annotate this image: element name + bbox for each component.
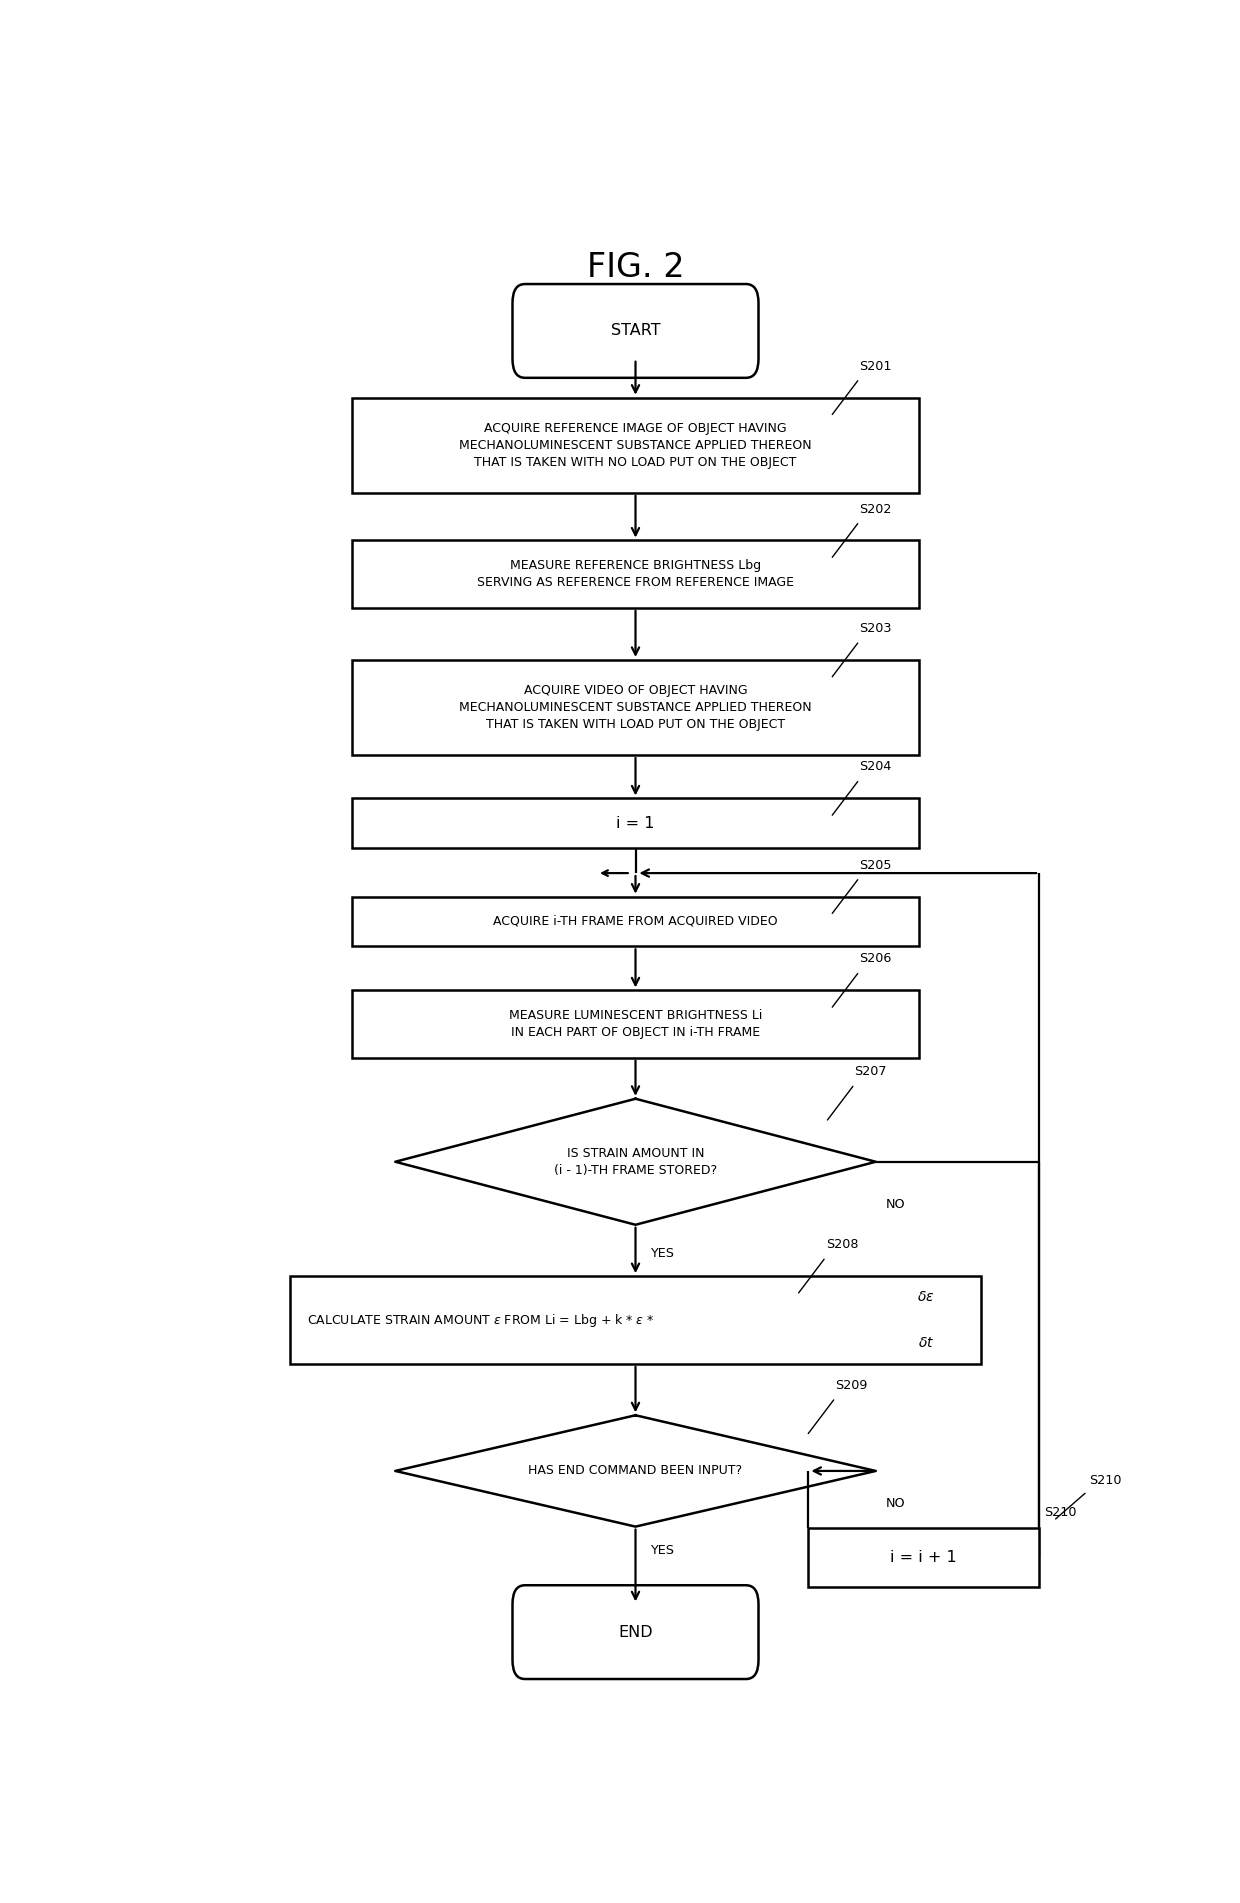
Text: IS STRAIN AMOUNT IN
(i - 1)-TH FRAME STORED?: IS STRAIN AMOUNT IN (i - 1)-TH FRAME STO… bbox=[554, 1148, 717, 1176]
FancyBboxPatch shape bbox=[512, 1585, 759, 1678]
Text: S209: S209 bbox=[836, 1380, 868, 1391]
Text: S206: S206 bbox=[859, 952, 892, 965]
Text: S205: S205 bbox=[859, 858, 892, 872]
Bar bbox=[352, 540, 919, 607]
Text: S201: S201 bbox=[859, 360, 892, 373]
Text: YES: YES bbox=[650, 1543, 673, 1557]
Text: ACQUIRE i-TH FRAME FROM ACQUIRED VIDEO: ACQUIRE i-TH FRAME FROM ACQUIRED VIDEO bbox=[494, 915, 777, 929]
Text: HAS END COMMAND BEEN INPUT?: HAS END COMMAND BEEN INPUT? bbox=[528, 1465, 743, 1477]
Text: START: START bbox=[610, 324, 661, 339]
Text: i = i + 1: i = i + 1 bbox=[890, 1549, 957, 1564]
Text: ACQUIRE VIDEO OF OBJECT HAVING
MECHANOLUMINESCENT SUBSTANCE APPLIED THEREON
THAT: ACQUIRE VIDEO OF OBJECT HAVING MECHANOLU… bbox=[459, 683, 812, 731]
Text: MEASURE LUMINESCENT BRIGHTNESS Li
IN EACH PART OF OBJECT IN i-TH FRAME: MEASURE LUMINESCENT BRIGHTNESS Li IN EAC… bbox=[508, 1009, 763, 1039]
Text: CALCULATE STRAIN AMOUNT $\varepsilon$ FROM Li = Lbg + k * $\varepsilon$ *: CALCULATE STRAIN AMOUNT $\varepsilon$ FR… bbox=[306, 1311, 655, 1328]
Text: $\delta t$: $\delta t$ bbox=[918, 1336, 934, 1351]
Text: NO: NO bbox=[885, 1498, 905, 1511]
Text: END: END bbox=[619, 1625, 652, 1640]
Text: S210: S210 bbox=[1089, 1475, 1122, 1486]
Text: S203: S203 bbox=[859, 622, 892, 636]
Text: YES: YES bbox=[650, 1246, 673, 1260]
Text: S210: S210 bbox=[1044, 1507, 1076, 1519]
Text: MEASURE REFERENCE BRIGHTNESS Lbg
SERVING AS REFERENCE FROM REFERENCE IMAGE: MEASURE REFERENCE BRIGHTNESS Lbg SERVING… bbox=[477, 559, 794, 590]
Text: ACQUIRE REFERENCE IMAGE OF OBJECT HAVING
MECHANOLUMINESCENT SUBSTANCE APPLIED TH: ACQUIRE REFERENCE IMAGE OF OBJECT HAVING… bbox=[459, 422, 812, 468]
Text: S208: S208 bbox=[826, 1239, 858, 1250]
Bar bbox=[352, 660, 919, 755]
Bar bbox=[290, 1277, 982, 1364]
Text: NO: NO bbox=[885, 1199, 905, 1212]
Text: S202: S202 bbox=[859, 502, 892, 516]
Text: S204: S204 bbox=[859, 761, 892, 773]
Text: $\delta\varepsilon$: $\delta\varepsilon$ bbox=[916, 1290, 935, 1304]
Bar bbox=[352, 799, 919, 849]
FancyBboxPatch shape bbox=[512, 284, 759, 379]
Bar bbox=[352, 398, 919, 493]
Bar bbox=[352, 990, 919, 1058]
Text: FIG. 2: FIG. 2 bbox=[587, 251, 684, 284]
Text: S207: S207 bbox=[854, 1066, 887, 1079]
Text: i = 1: i = 1 bbox=[616, 816, 655, 832]
Bar bbox=[808, 1528, 1039, 1587]
Bar bbox=[352, 896, 919, 946]
